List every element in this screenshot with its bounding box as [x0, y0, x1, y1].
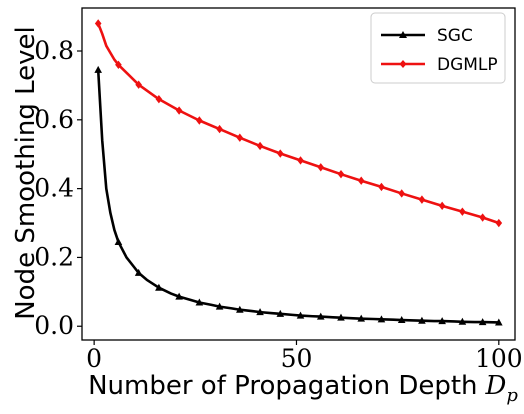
- y-tick-label: 0.4: [34, 174, 74, 203]
- data-point-sgc: [296, 311, 305, 319]
- data-point-dgmlp: [479, 213, 486, 222]
- data-point-dgmlp: [495, 218, 503, 228]
- y-tick-label: 0.6: [34, 105, 74, 134]
- legend: SGC DGMLP: [370, 12, 506, 84]
- data-point-sgc: [458, 317, 467, 325]
- data-point-dgmlp: [216, 124, 223, 134]
- data-point-dgmlp: [135, 80, 142, 89]
- data-point-sgc: [195, 298, 204, 306]
- data-point-sgc: [478, 318, 487, 326]
- y-axis-ticks: 0.0 0.2 0.4 0.6 0.8: [34, 36, 82, 340]
- plot-markers: [94, 19, 503, 326]
- x-axis-ticks: 0 50 100: [86, 340, 523, 373]
- data-point-sgc: [276, 309, 285, 317]
- data-point-dgmlp: [398, 189, 405, 198]
- data-point-dgmlp: [317, 163, 325, 172]
- data-point-dgmlp: [276, 149, 284, 158]
- x-tick-label: 100: [475, 344, 523, 373]
- legend-marker-dgmlp: [399, 60, 407, 68]
- data-point-sgc: [337, 313, 345, 321]
- data-point-dgmlp: [459, 207, 466, 216]
- data-point-sgc: [155, 283, 163, 291]
- data-point-dgmlp: [196, 116, 203, 125]
- data-point-sgc: [256, 308, 264, 316]
- y-axis-label: Node Smoothing Level: [11, 26, 41, 320]
- data-point-sgc: [357, 314, 366, 322]
- data-point-dgmlp: [236, 133, 244, 142]
- x-tick-label: 50: [281, 344, 313, 373]
- data-point-sgc: [316, 312, 325, 320]
- data-point-dgmlp: [418, 195, 426, 204]
- data-point-sgc: [438, 317, 446, 325]
- data-point-dgmlp: [155, 94, 163, 104]
- legend-marker-sgc: [399, 31, 407, 38]
- data-point-sgc: [418, 316, 426, 324]
- data-point-dgmlp: [378, 182, 385, 192]
- data-point-dgmlp: [357, 176, 365, 185]
- data-point-sgc: [236, 305, 244, 313]
- data-point-sgc: [215, 302, 224, 310]
- x-tick-label: 0: [86, 344, 102, 373]
- y-tick-label: 0.0: [34, 311, 74, 340]
- data-point-dgmlp: [256, 141, 264, 151]
- data-point-dgmlp: [297, 156, 304, 165]
- data-point-sgc: [175, 292, 183, 300]
- legend-label-sgc: SGC: [437, 26, 473, 46]
- data-point-sgc: [397, 316, 406, 324]
- legend-label-dgmlp: DGMLP: [437, 55, 498, 75]
- data-point-sgc: [495, 318, 503, 326]
- plot-frame: [81, 7, 516, 341]
- y-tick-label: 0.2: [34, 242, 74, 271]
- data-point-sgc: [377, 315, 386, 323]
- data-point-dgmlp: [438, 201, 446, 211]
- data-point-sgc: [134, 268, 143, 276]
- data-point-dgmlp: [94, 19, 102, 28]
- data-point-sgc: [114, 237, 123, 245]
- data-point-sgc: [94, 65, 102, 73]
- series-line-sgc: [96, 69, 499, 324]
- data-point-dgmlp: [115, 60, 122, 69]
- data-point-dgmlp: [175, 106, 183, 115]
- data-point-dgmlp: [337, 169, 345, 179]
- y-tick-label: 0.8: [34, 36, 74, 65]
- x-axis-label: Number of Propagation Depth Dp: [88, 371, 518, 406]
